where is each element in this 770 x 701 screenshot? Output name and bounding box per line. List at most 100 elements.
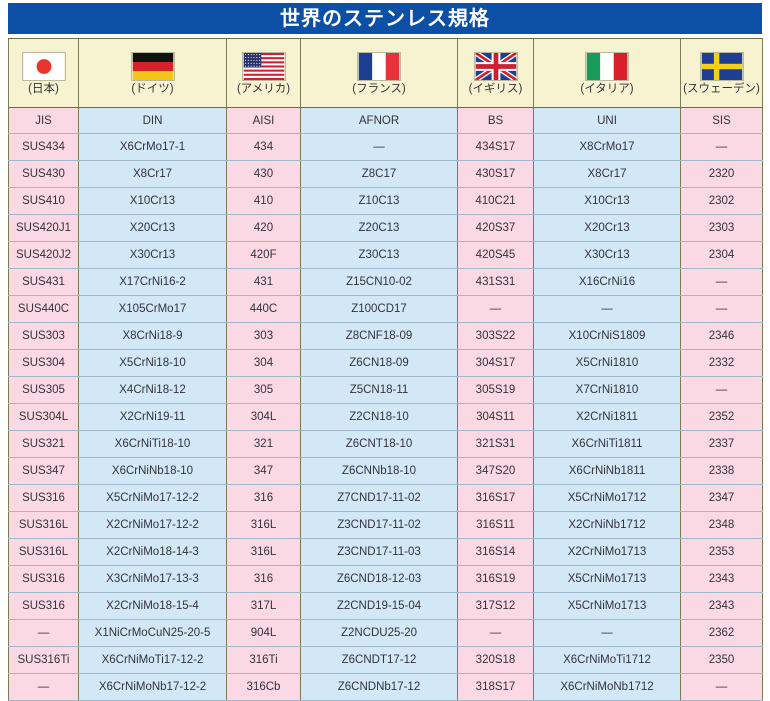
cell-bs: 410C21 [457, 187, 534, 215]
cell-uni: X8CrMo17 [533, 133, 681, 161]
cell-aisi: 410 [226, 187, 301, 215]
cell-afnor: Z6CNDT17-12 [300, 646, 458, 674]
column-header-bs: BS [457, 107, 534, 134]
country-label: (アメリカ) [236, 83, 291, 96]
cell-jis: SUS316Ti [8, 646, 79, 674]
cell-afnor: Z6CNNb18-10 [300, 457, 458, 485]
cell-bs: 305S19 [457, 376, 534, 404]
cell-sis: 2302 [680, 187, 763, 215]
cell-sis: 2332 [680, 349, 763, 377]
country-header-cell-bs: (イギリス) [457, 38, 534, 108]
cell-bs: 303S22 [457, 322, 534, 350]
cell-sis: 2353 [680, 538, 763, 566]
table-row: SUS347 X6CrNiNb18-10 347 Z6CNNb18-10 347S20 X… [8, 457, 763, 485]
cell-din: X2CrNiMo18-14-3 [78, 538, 227, 566]
cell-aisi: 440C [226, 295, 301, 323]
cell-uni: X5CrNiMo1713 [533, 592, 681, 620]
cell-din: X5CrNi18-10 [78, 349, 227, 377]
cell-afnor: Z30C13 [300, 241, 458, 269]
column-header-jis: JIS [8, 107, 79, 134]
flag-japan-icon [21, 52, 66, 82]
cell-afnor: — [300, 133, 458, 161]
cell-aisi: 316L [226, 538, 301, 566]
cell-din: X5CrNiMo17-12-2 [78, 484, 227, 512]
cell-din: X17CrNi16-2 [78, 268, 227, 296]
cell-aisi: 904L [226, 619, 301, 647]
table-row: SUS434 X6CrMo17-1 434—434S17 X8CrMo17— [8, 133, 763, 161]
cell-bs: 316S14 [457, 538, 534, 566]
country-label: (イタリア) [580, 83, 634, 96]
country-label: (ドイツ) [131, 83, 174, 96]
standards-table-container: (日本) (ドイツ) (アメリカ) (フランス) (イギリス) (イタリア) (スウェーデン… [8, 38, 763, 701]
table-header-row: JIS DIN AISI AFNOR BS UNI SIS [8, 107, 763, 134]
table-row: SUS321 X6CrNiTi18-10 321 Z6CNT18-10 321S31 X6… [8, 430, 763, 458]
column-header-din: DIN [78, 107, 227, 134]
cell-din: X2CrNiMo17-12-2 [78, 511, 227, 539]
cell-aisi: 317L [226, 592, 301, 620]
cell-jis: SUS420J2 [8, 241, 79, 269]
cell-uni: X30Cr13 [533, 241, 681, 269]
cell-uni: X20Cr13 [533, 214, 681, 242]
cell-sis: 2352 [680, 403, 763, 431]
table-row: — X1NiCrMoCuN25-20-5 904L Z2NCDU25-20— —2362 [8, 619, 763, 647]
cell-din: X8CrNi18-9 [78, 322, 227, 350]
country-label: (日本) [28, 83, 59, 96]
cell-uni: X2CrNiMo1713 [533, 538, 681, 566]
cell-sis: 2343 [680, 565, 763, 593]
cell-din: X1NiCrMoCuN25-20-5 [78, 619, 227, 647]
cell-bs: 420S45 [457, 241, 534, 269]
table-row: SUS316 X5CrNiMo17-12-2 316 Z7CND17-11-02 316… [8, 484, 763, 512]
cell-bs: 430S17 [457, 160, 534, 188]
cell-aisi: 431 [226, 268, 301, 296]
cell-aisi: 321 [226, 430, 301, 458]
cell-aisi: 420 [226, 214, 301, 242]
cell-bs: 316S19 [457, 565, 534, 593]
cell-sis: 2362 [680, 619, 763, 647]
cell-bs: 304S11 [457, 403, 534, 431]
cell-sis: — [680, 673, 763, 701]
table-flag-header-row: (日本) (ドイツ) (アメリカ) (フランス) (イギリス) (イタリア) (スウェーデン… [8, 38, 763, 108]
cell-uni: X8Cr17 [533, 160, 681, 188]
cell-sis: 2304 [680, 241, 763, 269]
cell-sis: 2338 [680, 457, 763, 485]
cell-din: X6CrMo17-1 [78, 133, 227, 161]
cell-jis: SUS431 [8, 268, 79, 296]
cell-sis: — [680, 133, 763, 161]
cell-aisi: 316 [226, 484, 301, 512]
cell-uni: — [533, 619, 681, 647]
column-header-aisi: AISI [226, 107, 301, 134]
table-row: SUS440C X105CrMo17 440C Z100CD17— — — [8, 295, 763, 323]
country-header-cell-sis: (スウェーデン) [680, 38, 763, 108]
cell-afnor: Z6CN18-09 [300, 349, 458, 377]
cell-jis: SUS440C [8, 295, 79, 323]
cell-uni: X10Cr13 [533, 187, 681, 215]
cell-aisi: 430 [226, 160, 301, 188]
cell-jis: SUS430 [8, 160, 79, 188]
cell-aisi: 347 [226, 457, 301, 485]
cell-sis: — [680, 268, 763, 296]
cell-jis: SUS316 [8, 484, 79, 512]
cell-aisi: 434 [226, 133, 301, 161]
cell-aisi: 316L [226, 511, 301, 539]
table-row: SUS420J2 X30Cr13 420F Z30C13 420S45 X30Cr13 23… [8, 241, 763, 269]
cell-afnor: Z3CND17-11-02 [300, 511, 458, 539]
cell-sis: 2346 [680, 322, 763, 350]
cell-bs: 316S17 [457, 484, 534, 512]
cell-afnor: Z15CN10-02 [300, 268, 458, 296]
flag-uk-icon [473, 52, 518, 82]
cell-din: X4CrNi18-12 [78, 376, 227, 404]
country-header-cell-aisi: (アメリカ) [226, 38, 301, 108]
country-header-cell-din: (ドイツ) [78, 38, 227, 108]
flag-sweden-icon [699, 52, 744, 82]
cell-bs: 434S17 [457, 133, 534, 161]
cell-bs: 420S37 [457, 214, 534, 242]
cell-jis: SUS316L [8, 538, 79, 566]
cell-afnor: Z10C13 [300, 187, 458, 215]
cell-jis: SUS304L [8, 403, 79, 431]
cell-din: X2CrNi19-11 [78, 403, 227, 431]
cell-bs: 431S31 [457, 268, 534, 296]
cell-din: X3CrNiMo17-13-3 [78, 565, 227, 593]
cell-bs: 304S17 [457, 349, 534, 377]
cell-jis: — [8, 619, 79, 647]
cell-afnor: Z5CN18-11 [300, 376, 458, 404]
